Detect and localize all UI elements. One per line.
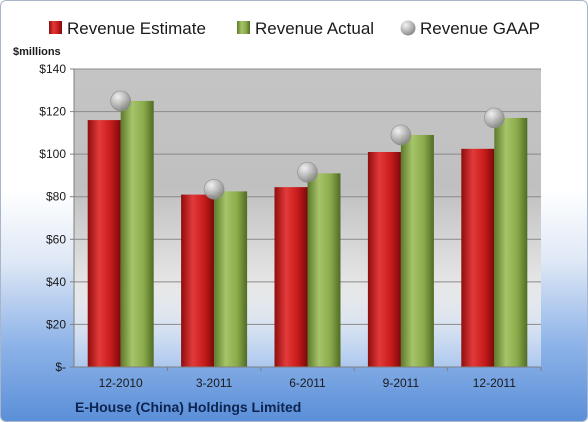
- y-axis-ticks: $- $20 $40 $60 $80 $100 $120 $140: [39, 62, 74, 374]
- x-tick-label: 9-2011: [383, 376, 420, 390]
- legend-label-revenue-estimate: Revenue Estimate: [67, 19, 206, 38]
- y-axis-unit-label: $millions: [13, 46, 61, 58]
- y-tick-label: $-: [55, 360, 66, 374]
- x-tick-label: 12-2010: [99, 376, 143, 390]
- bar-revenue-estimate: [367, 152, 401, 367]
- bar-revenue-actual: [307, 173, 341, 367]
- y-tick-label: $40: [46, 275, 66, 289]
- y-tick-label: $60: [46, 232, 66, 246]
- bar-revenue-actual: [214, 191, 248, 367]
- bar-revenue-actual: [120, 100, 154, 367]
- gaap-marker: [297, 161, 318, 183]
- legend-label-revenue-gaap: Revenue GAAP: [420, 19, 540, 38]
- legend-item-revenue-actual: Revenue Actual: [237, 19, 374, 38]
- x-axis-ticks: 12-2010 3-2011 6-2011 9-2011 12-2011: [99, 367, 542, 390]
- gaap-marker: [390, 124, 412, 146]
- x-tick-label: 3-2011: [196, 376, 233, 390]
- legend-label-revenue-actual: Revenue Actual: [255, 19, 374, 38]
- gaap-markers: [110, 90, 505, 200]
- gaap-marker: [203, 178, 225, 200]
- bar-revenue-estimate: [181, 194, 215, 367]
- y-tick-label: $20: [46, 317, 66, 331]
- bar-revenue-estimate: [87, 120, 121, 367]
- y-tick-label: $100: [39, 147, 66, 161]
- legend-swatch-revenue-gaap: [400, 20, 416, 36]
- bar-revenue-estimate: [461, 148, 495, 367]
- legend: Revenue Estimate Revenue Actual Revenue …: [49, 19, 540, 38]
- gaap-marker: [110, 90, 131, 112]
- legend-swatch-revenue-estimate: [49, 21, 62, 34]
- company-name: E-House (China) Holdings Limited: [75, 399, 301, 415]
- x-tick-label: 12-2011: [473, 376, 516, 390]
- y-tick-label: $120: [39, 105, 66, 119]
- y-tick-label: $80: [46, 190, 66, 204]
- gaap-marker: [483, 107, 505, 129]
- bars: [87, 100, 528, 367]
- legend-item-revenue-gaap: Revenue GAAP: [400, 19, 540, 38]
- bar-revenue-actual: [400, 134, 434, 367]
- legend-item-revenue-estimate: Revenue Estimate: [49, 19, 206, 38]
- y-tick-label: $140: [39, 62, 66, 76]
- bar-revenue-actual: [494, 117, 528, 367]
- x-tick-label: 6-2011: [289, 376, 326, 390]
- legend-swatch-revenue-actual: [237, 21, 250, 34]
- bar-revenue-estimate: [274, 187, 308, 367]
